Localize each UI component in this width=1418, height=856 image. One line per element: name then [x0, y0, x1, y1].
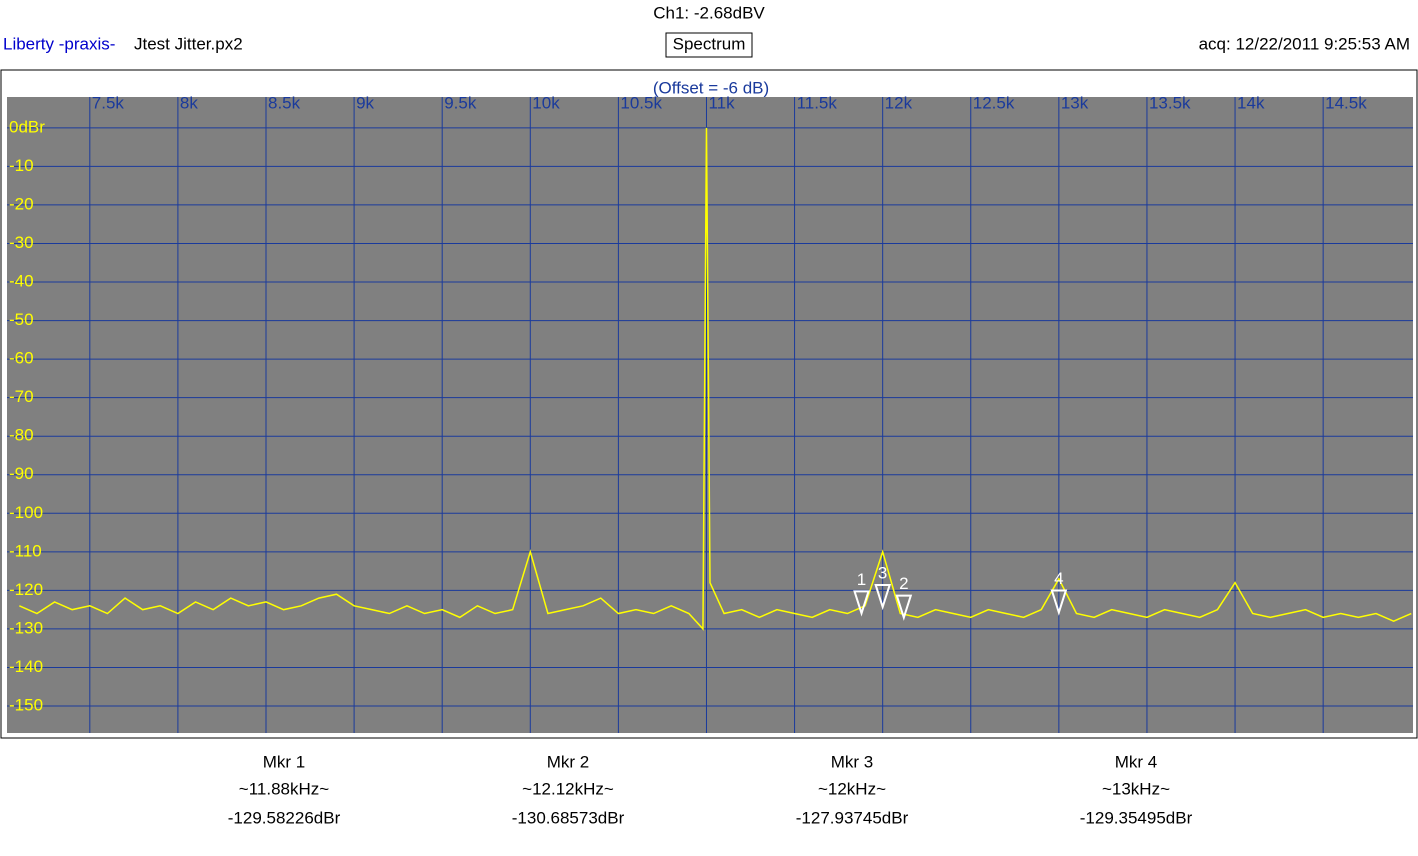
acquired: acq: 12/22/2011 9:25:53 AM — [1199, 34, 1410, 53]
trace — [19, 127, 1412, 631]
marker-level: -127.93745dBr — [796, 808, 909, 827]
plot-area — [7, 97, 1413, 733]
channel-reading: Ch1: -2.68dBV — [653, 3, 765, 22]
y-tick-label: 0dBr — [9, 117, 45, 136]
marker-level: -129.35495dBr — [1080, 808, 1193, 827]
y-tick-label: -130 — [9, 618, 43, 637]
x-tick-label: 14k — [1237, 93, 1265, 112]
y-tick-label: -40 — [9, 272, 34, 291]
x-tick-label: 13k — [1061, 93, 1089, 112]
y-tick-label: -70 — [9, 387, 34, 406]
y-tick-label: -20 — [9, 194, 34, 213]
x-tick-label: 10.5k — [620, 93, 662, 112]
y-tick-label: -100 — [9, 503, 43, 522]
marker-name: Mkr 3 — [831, 752, 874, 771]
y-tick-label: -150 — [9, 696, 43, 715]
marker-frequency: ~12kHz~ — [818, 779, 886, 798]
marker-frequency: ~13kHz~ — [1102, 779, 1170, 798]
y-tick-label: -30 — [9, 233, 34, 252]
marker — [1050, 589, 1068, 616]
x-tick-label: 10k — [532, 93, 560, 112]
marker-label: 2 — [899, 574, 908, 593]
marker-name: Mkr 1 — [263, 752, 306, 771]
x-tick-label: 12.5k — [973, 93, 1015, 112]
marker-label: 3 — [878, 563, 887, 582]
marker-label: 1 — [857, 570, 866, 589]
x-tick-label: 11k — [708, 93, 735, 112]
x-tick-label: 8.5k — [268, 93, 301, 112]
mode: Spectrum — [673, 34, 746, 53]
x-tick-label: 13.5k — [1149, 93, 1191, 112]
x-tick-label: 8k — [180, 93, 198, 112]
file-name: Jtest Jitter.px2 — [134, 34, 243, 53]
y-tick-label: -10 — [9, 156, 34, 175]
marker — [874, 583, 892, 611]
y-tick-label: -50 — [9, 310, 34, 329]
offset-note: (Offset = -6 dB) — [653, 78, 769, 97]
plot-frame — [0, 69, 1418, 739]
marker-name: Mkr 2 — [547, 752, 590, 771]
x-tick-label: 11.5k — [797, 93, 838, 112]
x-tick-label: 14.5k — [1325, 93, 1367, 112]
y-tick-label: -110 — [9, 541, 42, 560]
marker-label: 4 — [1054, 569, 1063, 588]
marker-name: Mkr 4 — [1115, 752, 1158, 771]
y-tick-label: -90 — [9, 464, 34, 483]
brand: Liberty -praxis- — [3, 34, 115, 53]
marker-level: -129.58226dBr — [228, 808, 341, 827]
marker — [853, 590, 870, 617]
y-tick-label: -120 — [9, 580, 43, 599]
y-tick-label: -60 — [9, 349, 34, 368]
marker-frequency: ~11.88kHz~ — [239, 779, 329, 798]
marker-frequency: ~12.12kHz~ — [522, 779, 614, 798]
x-tick-label: 12k — [885, 93, 913, 112]
x-tick-label: 9.5k — [444, 93, 477, 112]
marker-level: -130.68573dBr — [512, 808, 625, 827]
marker — [895, 594, 913, 621]
x-tick-label: 7.5k — [92, 93, 125, 112]
mode-box — [665, 32, 753, 58]
x-tick-label: 9k — [356, 93, 374, 112]
y-tick-label: -80 — [9, 426, 34, 445]
y-tick-label: -140 — [9, 657, 43, 676]
